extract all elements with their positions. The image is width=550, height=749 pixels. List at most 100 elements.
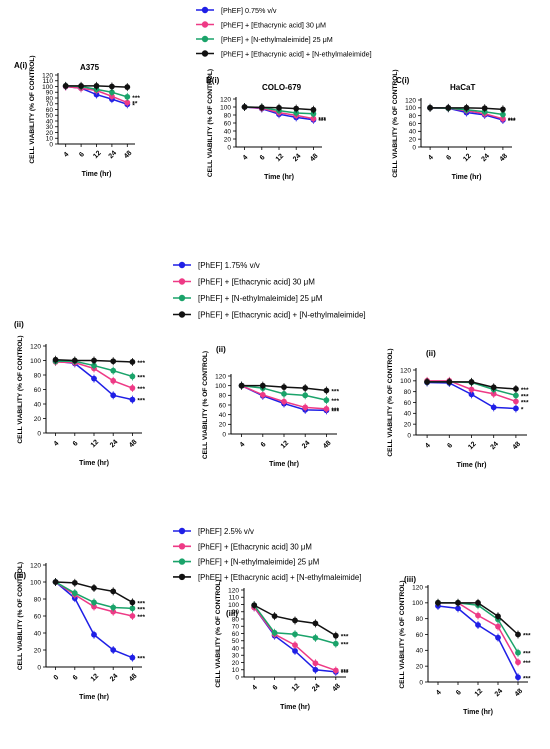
x-axis-label: Time (hr): [280, 704, 310, 711]
series-4: [52, 355, 136, 366]
y-tick-label: 100: [30, 358, 41, 365]
y-tick-label: 90: [232, 609, 240, 616]
x-tick-label: 24: [108, 150, 119, 161]
data-point: [110, 588, 117, 595]
data-point: [71, 579, 78, 586]
data-point: [292, 648, 298, 654]
data-point: [93, 91, 100, 98]
data-point: [259, 391, 266, 398]
y-tick-label: 60: [34, 613, 42, 620]
data-point: [129, 396, 136, 403]
data-point: [281, 384, 287, 391]
data-point: [515, 649, 521, 656]
y-tick-label: 80: [34, 372, 42, 379]
y-tick-label: 40: [34, 630, 42, 637]
data-point: [515, 631, 521, 638]
x-tick-label: 12: [462, 153, 473, 164]
chart-title: HaCaT: [450, 83, 475, 92]
y-tick-label: 110: [229, 595, 240, 602]
data-point: [310, 106, 317, 113]
legend-label: [PhEF] + [Ethacrynic acid] 30 μM: [198, 278, 315, 287]
x-axis-label: Time (hr): [79, 694, 109, 701]
data-point: [323, 405, 330, 412]
legend-label: [PhEF] + [Ethacrynic acid] + [N-ethylmal…: [198, 311, 366, 320]
data-point: [513, 405, 519, 412]
x-tick-label: 48: [322, 440, 333, 451]
significance-label: ***: [137, 398, 145, 405]
y-tick-label: 20: [34, 647, 42, 654]
x-tick-label: 48: [499, 153, 510, 164]
x-tick-label: 48: [128, 673, 139, 684]
legend-item: [PhEF] + [N-ethylmaleimide] 25 μM: [173, 558, 319, 567]
y-tick-label: 120: [42, 72, 53, 79]
legend-item: [PhEF] 1.75% v/v: [173, 261, 260, 270]
data-point: [91, 599, 97, 606]
legend-item: [PhEF] + [Ethacrynic acid] 30 μM: [173, 542, 312, 551]
data-point: [490, 404, 497, 411]
significance-label: ***: [521, 387, 529, 394]
x-tick-label: 6: [446, 442, 454, 450]
y-tick-label: 60: [224, 120, 232, 127]
data-point: [312, 660, 319, 667]
data-point: [332, 632, 339, 639]
x-tick-label: 12: [280, 440, 291, 451]
y-tick-label: 80: [219, 393, 227, 400]
panel-label: (iii): [404, 575, 416, 584]
data-point: [332, 667, 339, 674]
legend-item: [PhEF] + [Ethacrynic acid] + [N-ethylmal…: [173, 311, 366, 320]
y-tick-label: 40: [219, 412, 227, 419]
data-point: [500, 106, 506, 113]
legend-marker: [201, 35, 209, 43]
y-tick-label: 90: [46, 90, 54, 97]
data-point: [109, 89, 115, 96]
data-point: [62, 83, 69, 89]
legend-marker: [178, 294, 186, 302]
data-point: [241, 104, 248, 110]
data-point: [424, 379, 430, 385]
chart-panel: (ii) 0 20 40 60 80 100 120 4 6 12 24 48 Time (hr) CELL…: [14, 320, 145, 467]
y-tick-label: 0: [49, 141, 53, 148]
y-tick-label: 70: [46, 101, 54, 108]
data-point: [310, 115, 317, 122]
data-point: [490, 384, 497, 391]
data-point: [490, 390, 497, 397]
y-tick-label: 60: [404, 400, 412, 407]
x-tick-label: 24: [311, 683, 322, 694]
series-4: [435, 598, 521, 639]
data-point: [129, 385, 136, 391]
data-point: [129, 613, 136, 619]
y-tick-label: 60: [219, 402, 227, 409]
y-tick-label: 120: [405, 97, 416, 104]
x-tick-label: 12: [90, 439, 101, 450]
significance-label: ***: [341, 642, 349, 649]
legend-label: [PhEF] 2.5% v/v: [198, 527, 254, 536]
y-tick-label: 120: [220, 96, 231, 103]
data-point: [455, 599, 461, 606]
y-tick-label: 60: [34, 387, 42, 394]
y-tick-label: 80: [46, 95, 54, 102]
y-tick-label: 0: [235, 674, 239, 681]
y-tick-label: 30: [232, 653, 240, 660]
x-tick-label: 4: [53, 440, 61, 448]
data-point: [481, 105, 488, 112]
series-3: [52, 578, 136, 613]
panel-label: C(i): [396, 76, 410, 85]
y-tick-label: 0: [37, 664, 41, 671]
x-tick-label: 48: [514, 688, 525, 699]
data-point: [312, 620, 319, 627]
x-tick-label: 12: [291, 683, 302, 694]
x-tick-label: 4: [242, 154, 250, 162]
significance-label: ***: [523, 633, 531, 640]
x-tick-label: 48: [512, 441, 523, 452]
data-point: [302, 385, 309, 391]
series-4: [62, 81, 131, 92]
y-tick-label: 10: [232, 667, 240, 674]
x-tick-label: 4: [251, 684, 259, 692]
x-tick-label: 48: [128, 439, 139, 450]
panel-label: B(i): [206, 76, 220, 85]
significance-label: ***: [318, 117, 326, 124]
significance-label: ***: [523, 660, 531, 667]
significance-label: ***: [137, 656, 145, 663]
series-line: [55, 581, 133, 659]
